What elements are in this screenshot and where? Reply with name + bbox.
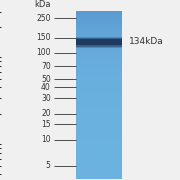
Text: 20: 20 — [41, 109, 51, 118]
Text: 250: 250 — [36, 14, 51, 23]
Text: 50: 50 — [41, 75, 51, 84]
Text: 15: 15 — [41, 120, 51, 129]
Text: 5: 5 — [46, 161, 51, 170]
Text: 40: 40 — [41, 83, 51, 92]
Text: 30: 30 — [41, 94, 51, 103]
Text: 70: 70 — [41, 62, 51, 71]
Text: 134kDa: 134kDa — [129, 37, 164, 46]
Text: 150: 150 — [36, 33, 51, 42]
Text: 10: 10 — [41, 135, 51, 144]
Text: 100: 100 — [36, 48, 51, 57]
Text: kDa: kDa — [34, 0, 51, 9]
